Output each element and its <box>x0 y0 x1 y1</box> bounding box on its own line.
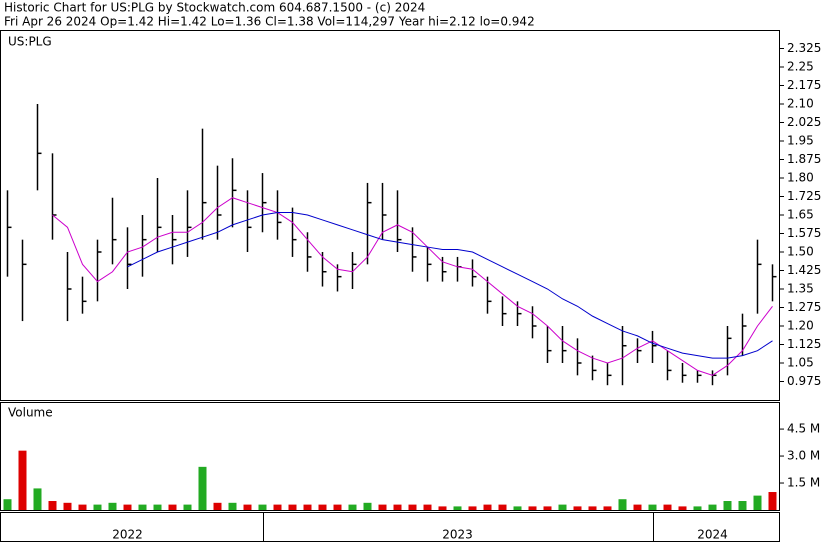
volume-panel-title: Volume <box>8 406 53 420</box>
volume-bar <box>588 506 597 510</box>
volume-bar <box>168 504 177 510</box>
volume-bar <box>768 492 777 510</box>
volume-bar <box>573 506 582 510</box>
volume-bar <box>708 504 717 510</box>
y-tick-label: 1.80 <box>787 171 814 185</box>
volume-bar <box>213 502 222 510</box>
volume-bar <box>603 506 612 510</box>
volume-bar <box>498 504 507 510</box>
volume-bar <box>3 499 12 510</box>
volume-bar <box>153 504 162 510</box>
y-tick-label: 1.35 <box>787 282 814 296</box>
y-tick-label: 2.025 <box>787 115 821 129</box>
volume-bar <box>648 504 657 510</box>
volume-bar <box>63 502 72 510</box>
volume-bar <box>273 504 282 510</box>
x-tick-label: 2023 <box>442 528 473 542</box>
header-line-1: Historic Chart for US:PLG by Stockwatch.… <box>4 1 425 15</box>
volume-bar <box>123 504 132 510</box>
moving-average <box>127 212 773 359</box>
y-tick-label: 2.10 <box>787 97 814 111</box>
y-tick-label: 2.325 <box>787 41 821 55</box>
volume-bar <box>228 502 237 510</box>
volume-bar <box>678 506 687 510</box>
volume-bar <box>528 506 537 510</box>
header-line-2: Fri Apr 26 2024 Op=1.42 Hi=1.42 Lo=1.36 … <box>4 15 535 29</box>
volume-bar <box>303 504 312 510</box>
volume-bar <box>138 504 147 510</box>
volume-bar <box>663 504 672 510</box>
y-tick-label: 3.0 M <box>787 449 820 463</box>
volume-bar <box>453 506 462 510</box>
volume-bar <box>198 466 207 510</box>
price-panel-title: US:PLG <box>8 35 52 49</box>
y-tick-label: 1.125 <box>787 337 821 351</box>
volume-bar <box>183 504 192 510</box>
y-tick-label: 1.725 <box>787 189 821 203</box>
moving-average <box>52 197 773 376</box>
y-tick-label: 4.5 M <box>787 422 820 436</box>
volume-bar <box>393 504 402 510</box>
volume-bar <box>513 506 522 510</box>
volume-bar <box>378 504 387 510</box>
volume-bar <box>753 495 762 510</box>
volume-bar <box>333 504 342 510</box>
x-tick-label: 2022 <box>112 528 143 542</box>
y-tick-label: 1.425 <box>787 263 821 277</box>
volume-bar <box>48 501 57 510</box>
volume-bar <box>318 504 327 510</box>
y-tick-label: 1.20 <box>787 319 814 333</box>
y-tick-label: 2.25 <box>787 60 814 74</box>
y-tick-label: 1.875 <box>787 152 821 166</box>
volume-bar <box>363 502 372 510</box>
volume-bar <box>723 501 732 510</box>
volume-bar <box>738 501 747 510</box>
volume-bar <box>543 506 552 510</box>
volume-bar <box>618 499 627 510</box>
price-panel <box>0 30 780 401</box>
volume-bar <box>438 506 447 510</box>
y-tick-label: 1.5 M <box>787 476 820 490</box>
y-tick-label: 1.575 <box>787 226 821 240</box>
y-tick-label: 1.275 <box>787 300 821 314</box>
volume-bar <box>408 504 417 510</box>
volume-bar <box>33 488 42 510</box>
volume-bar <box>693 506 702 510</box>
volume-bar <box>93 504 102 510</box>
volume-bar <box>423 504 432 510</box>
volume-bar <box>108 502 117 510</box>
volume-bar <box>78 504 87 510</box>
y-tick-label: 1.50 <box>787 245 814 259</box>
volume-bar <box>243 504 252 510</box>
y-tick-label: 1.05 <box>787 356 814 370</box>
y-tick-label: 1.95 <box>787 134 814 148</box>
y-tick-label: 0.975 <box>787 374 821 388</box>
volume-bar <box>18 450 27 510</box>
volume-panel <box>0 402 780 511</box>
y-tick-label: 1.65 <box>787 208 814 222</box>
volume-bar <box>468 506 477 510</box>
x-tick-label: 2024 <box>697 528 728 542</box>
x-axis-panel <box>0 512 780 542</box>
volume-bar <box>558 504 567 510</box>
y-tick-label: 2.175 <box>787 78 821 92</box>
volume-bar <box>258 504 267 510</box>
volume-bar <box>288 504 297 510</box>
volume-bar <box>483 504 492 510</box>
volume-bar <box>633 504 642 510</box>
volume-bar <box>348 504 357 510</box>
